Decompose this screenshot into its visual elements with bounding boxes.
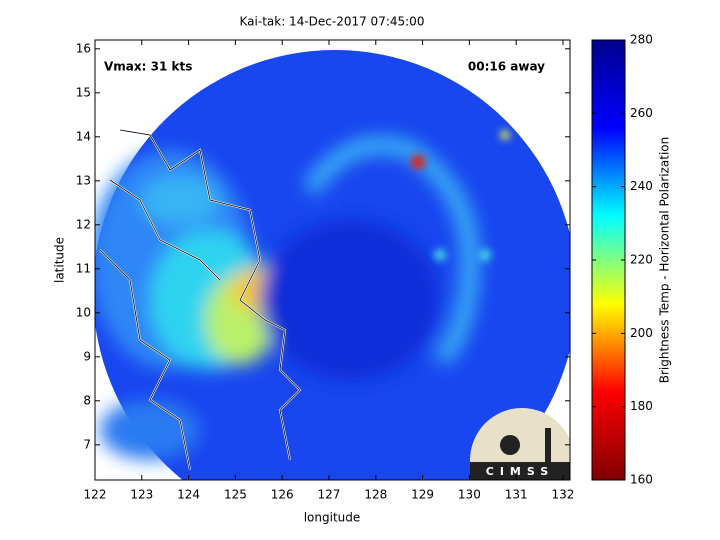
colorbar-tick-label: 220 (630, 253, 653, 267)
x-tick-label: 122 (84, 488, 107, 502)
colorbar-tick-label: 280 (630, 33, 653, 47)
y-tick-label: 16 (76, 41, 91, 55)
x-tick-label: 125 (224, 488, 247, 502)
y-tick-label: 12 (76, 217, 91, 231)
y-tick-label: 14 (76, 129, 91, 143)
x-tick-label: 126 (271, 488, 294, 502)
colorbar-tick-label: 200 (630, 326, 653, 340)
annotation: Vmax: 31 kts (104, 60, 192, 74)
y-tick-label: 11 (76, 261, 91, 275)
annotation: 00:16 away (468, 60, 545, 74)
y-tick-label: 10 (76, 305, 91, 319)
image: CIMSS (95, 50, 570, 480)
y-tick-label: 15 (76, 85, 91, 99)
x-axis-label: longitude (304, 511, 361, 525)
colorbar-tick-label: 180 (630, 399, 653, 413)
x-tick-label: 131 (505, 488, 528, 502)
colorbar-tick-label: 160 (630, 473, 653, 487)
x-tick-label: 127 (318, 488, 341, 502)
y-axis-label: latitude (53, 237, 67, 283)
colorbar (592, 40, 625, 480)
colorbar-tick-label: 260 (630, 106, 653, 120)
logo-text: CIMSS (486, 465, 554, 478)
logo: CIMSS (470, 408, 570, 480)
x-tick-label: 124 (177, 488, 200, 502)
x-tick-label: 128 (364, 488, 387, 502)
x-tick-label: 130 (458, 488, 481, 502)
y-tick-label: 7 (83, 437, 91, 451)
chart-title: Kai-tak: 14-Dec-2017 07:45:00 (240, 15, 425, 29)
x-tick-label: 132 (552, 488, 575, 502)
colorbar-label: Brightness Temp - Horizontal Polarizatio… (658, 137, 672, 384)
y-tick-label: 9 (83, 349, 91, 363)
plot-frame (94, 39, 571, 481)
colorbar-tick-label: 240 (630, 179, 653, 193)
x-tick-label: 129 (411, 488, 434, 502)
y-tick-label: 13 (76, 173, 91, 187)
y-tick-label: 8 (83, 393, 91, 407)
x-tick-label: 123 (130, 488, 153, 502)
